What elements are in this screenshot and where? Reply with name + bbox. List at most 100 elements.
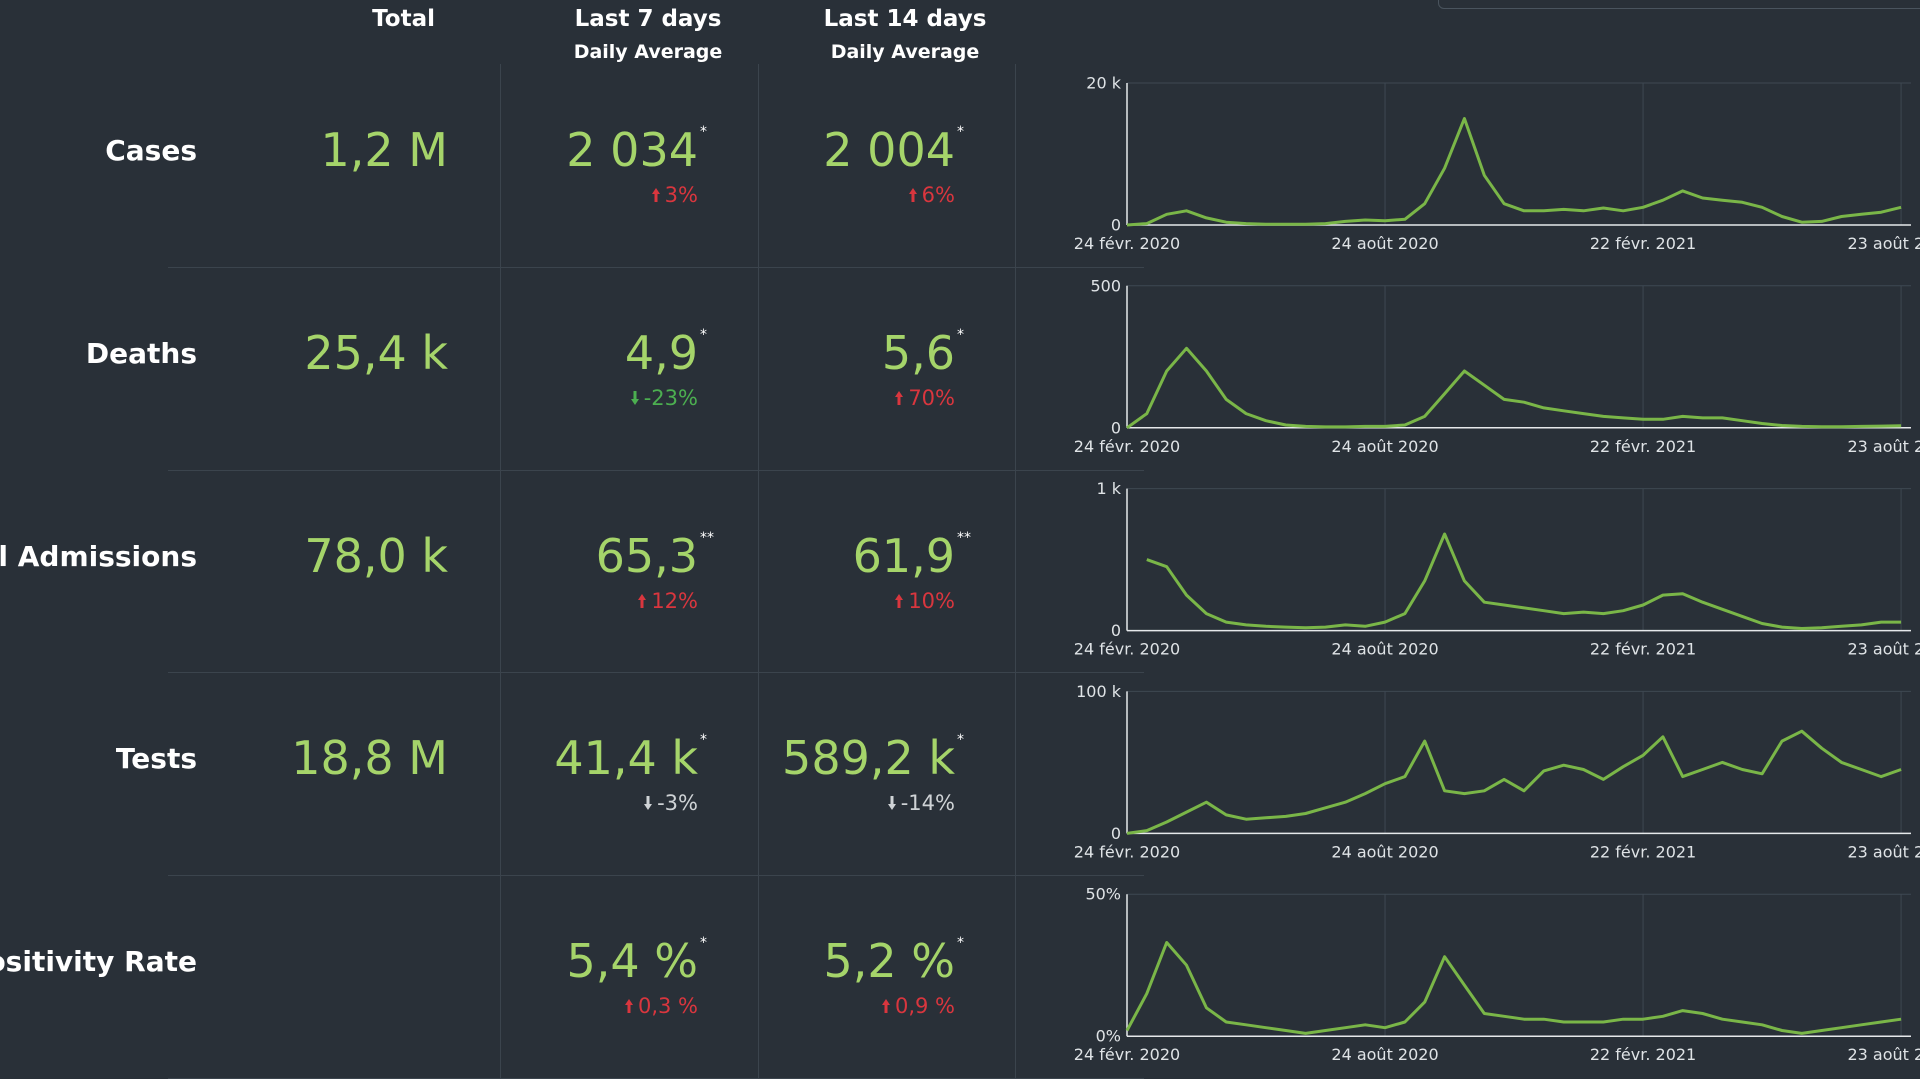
trend-arrow (638, 593, 647, 608)
trend-arrow (644, 796, 653, 811)
average-value: 4,9 (624, 325, 698, 380)
data-line (1146, 532, 1902, 630)
change: 10% (894, 589, 955, 613)
x-tick-label: 22 févr. 2021 (1590, 1045, 1696, 1064)
top-widget (1438, 0, 1920, 9)
change-value: 0,3 % (637, 994, 698, 1019)
y-tick-label: 0 (1111, 621, 1121, 640)
footnote-mark: * (957, 935, 964, 952)
column-separator (500, 64, 501, 1079)
column-header: Total (372, 6, 435, 32)
trend-arrow (887, 796, 896, 811)
trend-arrow (895, 390, 904, 405)
trend-arrow (630, 390, 639, 405)
x-tick-label: 24 août 2020 (1331, 1045, 1438, 1064)
x-tick-label: 23 août 2021 (1847, 1045, 1920, 1064)
change-value: -14% (900, 791, 955, 816)
x-tick-label: 23 août 2021 (1847, 234, 1920, 253)
column-separator (1015, 64, 1016, 1079)
x-tick-label: 24 févr. 2020 (1074, 437, 1180, 456)
average-value: 5,4 % (566, 934, 699, 989)
x-tick-label: 24 févr. 2020 (1074, 842, 1180, 861)
y-tick-label: 0 (1111, 418, 1121, 437)
footnote-mark: ** (700, 529, 714, 546)
total-value: 78,0 k (304, 528, 448, 583)
x-tick-label: 23 août 2021 (1847, 437, 1920, 456)
y-tick-label: 0% (1096, 1027, 1121, 1046)
x-tick-label: 24 févr. 2020 (1074, 640, 1180, 659)
column-separator (758, 64, 759, 1079)
y-tick-label: 1 k (1096, 479, 1121, 498)
average-value: 65,3 (595, 528, 698, 583)
row-separator (168, 266, 1144, 268)
row-label: Tests (115, 742, 197, 776)
footnote-mark: * (957, 732, 964, 749)
x-tick-label: 23 août 2021 (1847, 842, 1920, 861)
total-value: 25,4 k (304, 325, 448, 380)
x-tick-label: 24 août 2020 (1331, 842, 1438, 861)
average-value: 5,2 % (823, 934, 956, 989)
trend-arrow (881, 999, 890, 1014)
x-tick-label: 22 févr. 2021 (1590, 640, 1696, 659)
x-tick-label: 24 août 2020 (1331, 234, 1438, 253)
row-separator (168, 469, 1144, 471)
y-tick-label: 50% (1085, 885, 1121, 904)
trend-arrow (908, 188, 917, 202)
row-label: Hospital Admissions (0, 539, 197, 573)
trend-arrow (651, 188, 660, 202)
footnote-mark: * (700, 326, 707, 343)
column-header: Daily Average (830, 41, 980, 63)
average-value: 5,6 (881, 325, 955, 380)
change: -23% (630, 386, 698, 410)
change-value: -23% (643, 385, 698, 410)
change: 0,3 % (624, 994, 698, 1018)
data-line (1126, 729, 1902, 835)
line-chart: 24 févr. 2020 24 août 2020 22 févr. 2021 23… (1074, 682, 1920, 862)
footnote-mark: * (957, 326, 964, 343)
row-separator (168, 875, 1144, 877)
change-value: -3% (657, 791, 698, 816)
change-value: 6% (921, 183, 955, 207)
change: -3% (643, 791, 698, 815)
data-line (1126, 346, 1902, 430)
change-value: 70% (908, 385, 955, 410)
x-tick-label: 22 févr. 2021 (1590, 437, 1696, 456)
row-separator (168, 672, 1144, 674)
data-line (1125, 941, 1902, 1035)
y-tick-label: 100 k (1076, 682, 1122, 701)
trend-arrow (895, 593, 904, 608)
column-header: Last 14 days (823, 6, 987, 32)
line-chart: 24 févr. 2020 24 août 2020 22 févr. 2021 23… (1074, 74, 1920, 254)
x-tick-label: 24 févr. 2020 (1074, 234, 1180, 253)
average-value: 2 034 (566, 123, 698, 177)
line-chart: 24 févr. 2020 24 août 2020 22 févr. 2021 23… (1074, 885, 1920, 1064)
total-value: 18,8 M (291, 731, 448, 786)
change: 6% (908, 183, 955, 207)
footnote-mark: * (700, 124, 707, 140)
x-tick-label: 23 août 2021 (1847, 640, 1920, 659)
average-value: 61,9 (852, 528, 955, 583)
change: 70% (894, 386, 955, 410)
footnote-mark: * (957, 124, 964, 140)
y-tick-label: 0 (1111, 216, 1121, 235)
x-tick-label: 24 août 2020 (1331, 640, 1438, 659)
y-tick-label: 500 (1090, 276, 1121, 295)
change: -14% (887, 791, 955, 815)
change: 3% (651, 183, 698, 207)
column-header: Last 7 days (574, 6, 722, 32)
change-value: 10% (908, 588, 955, 613)
trend-arrow (624, 999, 633, 1014)
change-value: 3% (664, 183, 698, 207)
average-value: 589,2 k (782, 731, 955, 786)
total-value: 1,2 M (320, 123, 448, 177)
footnote-mark: ** (957, 529, 971, 546)
x-tick-label: 24 août 2020 (1331, 437, 1438, 456)
row-label: Positivity Rate (0, 945, 197, 979)
x-tick-label: 22 févr. 2021 (1590, 234, 1696, 253)
column-header: Daily Average (573, 41, 723, 63)
change-value: 0,9 % (894, 994, 955, 1019)
x-tick-label: 24 févr. 2020 (1074, 1045, 1180, 1064)
row-label: Deaths (85, 336, 197, 370)
